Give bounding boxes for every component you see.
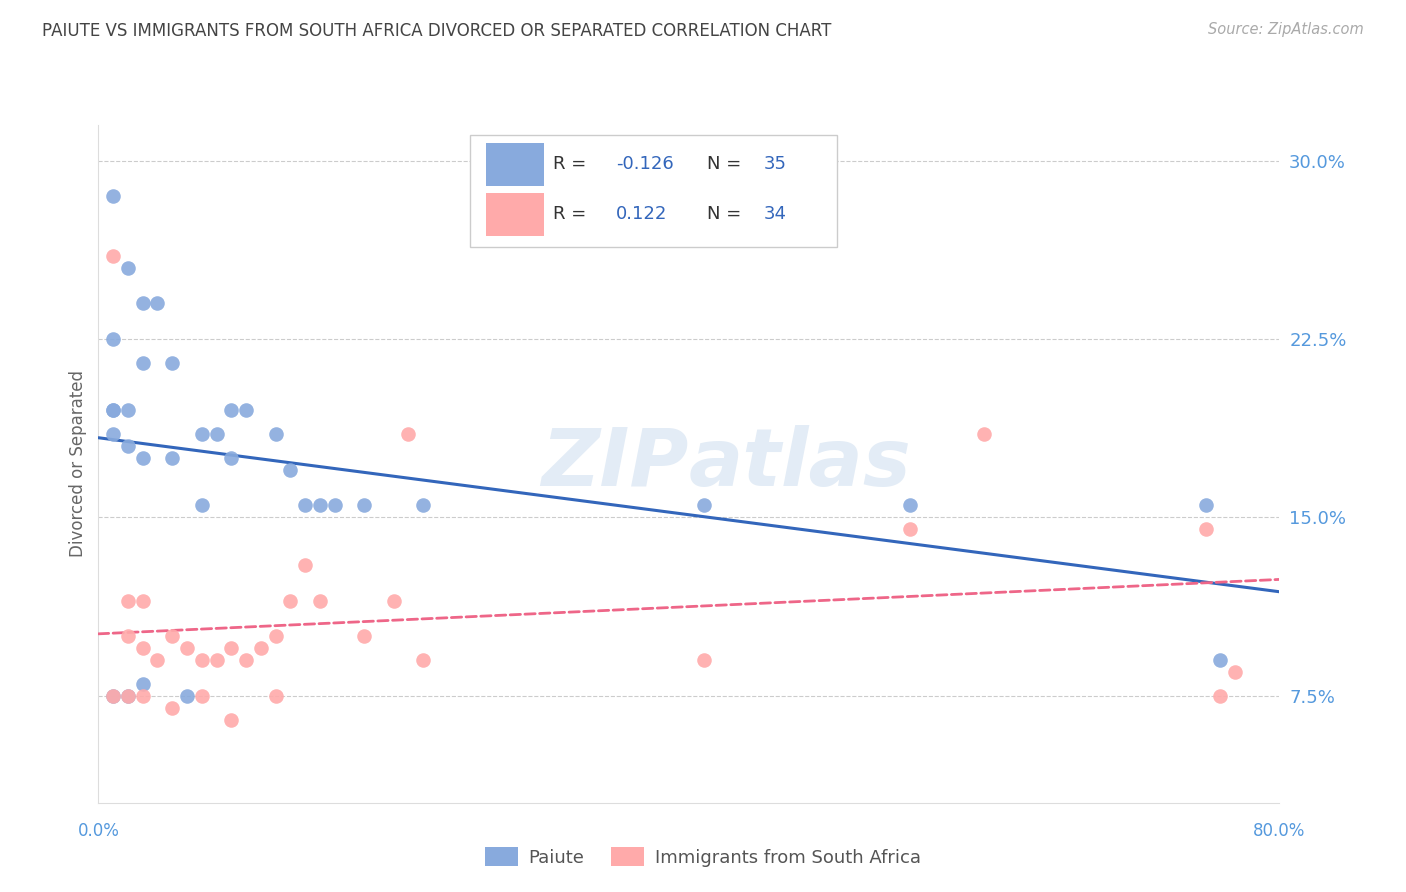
Point xyxy=(117,593,139,607)
Point xyxy=(191,689,214,703)
Point xyxy=(103,249,125,263)
Point xyxy=(1195,499,1218,513)
Point xyxy=(191,427,214,442)
Point xyxy=(219,713,242,727)
Point xyxy=(219,641,242,656)
Point xyxy=(900,499,922,513)
Text: atlas: atlas xyxy=(689,425,911,503)
Point xyxy=(309,593,332,607)
Point xyxy=(1195,522,1218,536)
Point xyxy=(264,629,287,643)
Point xyxy=(693,653,716,667)
Point xyxy=(973,427,995,442)
Text: 35: 35 xyxy=(763,155,786,173)
Point xyxy=(117,689,139,703)
Point xyxy=(162,629,183,643)
Point xyxy=(132,296,155,310)
FancyBboxPatch shape xyxy=(471,135,837,247)
Point xyxy=(264,427,287,442)
Point xyxy=(205,653,228,667)
Point xyxy=(117,439,139,453)
Point xyxy=(162,356,183,370)
Point xyxy=(103,403,125,417)
Point xyxy=(323,499,346,513)
Point xyxy=(132,641,155,656)
Point xyxy=(412,499,434,513)
Point xyxy=(117,629,139,643)
Text: 0.0%: 0.0% xyxy=(77,822,120,840)
Point xyxy=(132,689,155,703)
Text: 80.0%: 80.0% xyxy=(1253,822,1306,840)
Point xyxy=(219,450,242,465)
Point xyxy=(176,689,198,703)
Legend: Paiute, Immigrants from South Africa: Paiute, Immigrants from South Africa xyxy=(478,840,928,874)
Point xyxy=(146,296,169,310)
Point xyxy=(900,522,922,536)
Point xyxy=(412,653,434,667)
Point xyxy=(132,593,155,607)
Point xyxy=(309,499,332,513)
Text: 0.122: 0.122 xyxy=(616,205,666,223)
Text: N =: N = xyxy=(707,155,747,173)
Point xyxy=(162,700,183,714)
Point xyxy=(278,593,302,607)
Text: N =: N = xyxy=(707,205,747,223)
Text: -0.126: -0.126 xyxy=(616,155,673,173)
Point xyxy=(1209,689,1232,703)
Point xyxy=(132,356,155,370)
Point xyxy=(353,499,375,513)
Point xyxy=(219,403,242,417)
Point xyxy=(162,450,183,465)
Point xyxy=(103,332,125,346)
Point xyxy=(132,450,155,465)
Point xyxy=(103,689,125,703)
Point xyxy=(117,260,139,275)
Point xyxy=(382,593,405,607)
Point xyxy=(235,653,257,667)
Text: R =: R = xyxy=(553,155,592,173)
Point xyxy=(294,499,316,513)
Text: ZIP: ZIP xyxy=(541,425,689,503)
Point xyxy=(278,463,302,477)
Point xyxy=(117,689,139,703)
Point xyxy=(103,403,125,417)
FancyBboxPatch shape xyxy=(486,143,544,186)
Point xyxy=(132,677,155,691)
Text: PAIUTE VS IMMIGRANTS FROM SOUTH AFRICA DIVORCED OR SEPARATED CORRELATION CHART: PAIUTE VS IMMIGRANTS FROM SOUTH AFRICA D… xyxy=(42,22,831,40)
Point xyxy=(693,499,716,513)
Point xyxy=(235,403,257,417)
Point xyxy=(294,558,316,572)
FancyBboxPatch shape xyxy=(486,193,544,236)
Text: 34: 34 xyxy=(763,205,786,223)
Point xyxy=(103,689,125,703)
Point xyxy=(353,629,375,643)
Point xyxy=(205,427,228,442)
Text: R =: R = xyxy=(553,205,592,223)
Text: Source: ZipAtlas.com: Source: ZipAtlas.com xyxy=(1208,22,1364,37)
Point xyxy=(1223,665,1246,679)
Point xyxy=(191,653,214,667)
Point xyxy=(103,427,125,442)
Point xyxy=(117,403,139,417)
Point xyxy=(1209,653,1232,667)
Point xyxy=(396,427,419,442)
Point xyxy=(103,189,125,203)
Point xyxy=(250,641,273,656)
Point xyxy=(146,653,169,667)
Point xyxy=(191,499,214,513)
Point xyxy=(176,641,198,656)
Point xyxy=(264,689,287,703)
Y-axis label: Divorced or Separated: Divorced or Separated xyxy=(69,370,87,558)
